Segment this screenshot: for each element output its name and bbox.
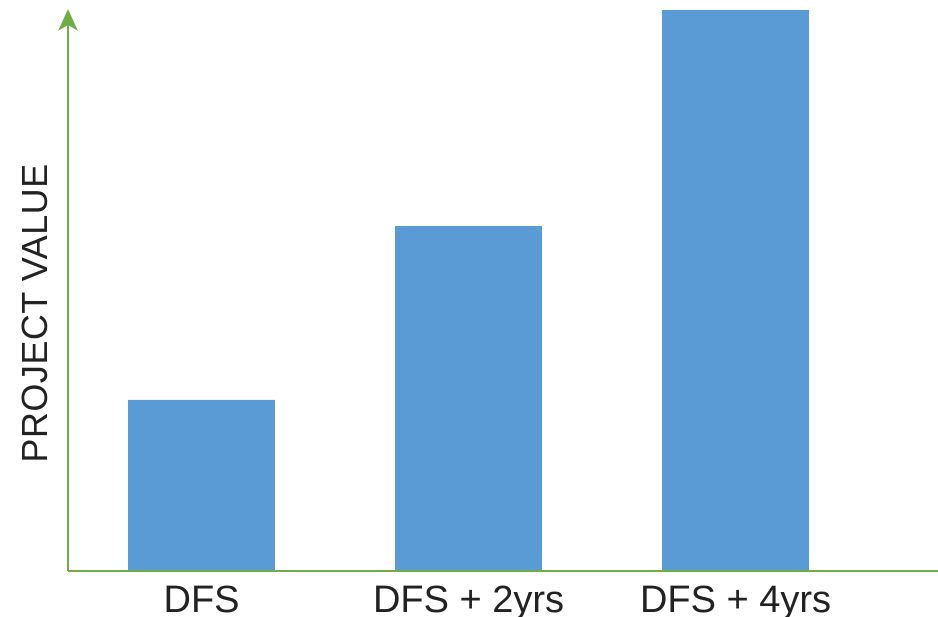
bar-2 [662,10,809,571]
y-axis-label: PROJECT VALUE [14,163,55,462]
category-label-1: DFS + 2yrs [373,579,564,617]
bar-1 [395,226,542,571]
category-label-0: DFS [164,579,240,617]
y-axis-arrow-icon [58,9,78,31]
category-labels-group: DFS DFS + 2yrs DFS + 4yrs [164,579,832,617]
bars-group [128,10,809,571]
bar-0 [128,399,275,571]
category-label-2: DFS + 4yrs [640,579,831,617]
